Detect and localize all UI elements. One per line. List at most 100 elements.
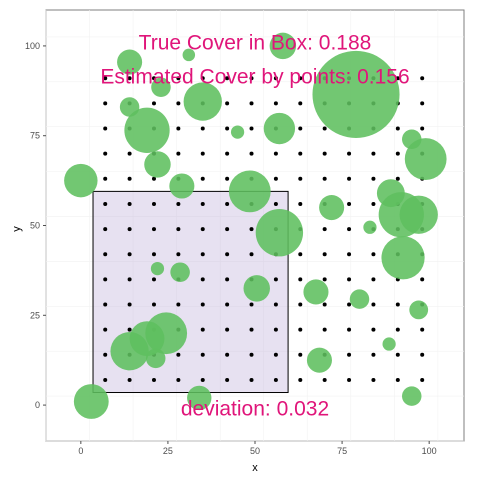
sample-point bbox=[395, 302, 400, 307]
sample-point bbox=[322, 126, 327, 131]
cover-circle bbox=[382, 337, 396, 351]
sample-point bbox=[225, 201, 230, 206]
sample-point bbox=[103, 151, 108, 156]
x-tick-label: 75 bbox=[337, 446, 347, 456]
sample-point bbox=[249, 76, 254, 81]
cover-circle bbox=[312, 50, 400, 138]
sample-point bbox=[127, 176, 132, 181]
sample-point bbox=[395, 151, 400, 156]
sample-point bbox=[420, 101, 425, 106]
sample-point bbox=[298, 377, 303, 382]
sample-point bbox=[322, 327, 327, 332]
sample-point bbox=[249, 377, 254, 382]
cover-circle bbox=[319, 195, 345, 221]
sample-point bbox=[127, 302, 132, 307]
cover-circle bbox=[243, 275, 270, 302]
sample-point bbox=[200, 377, 205, 382]
annotation-text: True Cover in Box: 0.188 bbox=[139, 31, 372, 54]
sample-point bbox=[420, 76, 425, 81]
y-tick-label: 50 bbox=[30, 221, 40, 231]
sample-point bbox=[127, 76, 132, 81]
sample-point bbox=[176, 377, 181, 382]
sample-point bbox=[127, 252, 132, 257]
sample-point bbox=[225, 352, 230, 357]
y-axis: 0 25 50 75 100 bbox=[25, 41, 46, 410]
sample-point bbox=[273, 377, 278, 382]
sample-point bbox=[347, 302, 352, 307]
sample-point bbox=[176, 76, 181, 81]
sample-point bbox=[395, 327, 400, 332]
sample-point bbox=[298, 252, 303, 257]
sample-point bbox=[176, 151, 181, 156]
sample-point bbox=[200, 352, 205, 357]
sample-point bbox=[103, 176, 108, 181]
cover-circle bbox=[119, 97, 140, 117]
sample-point bbox=[225, 76, 230, 81]
cover-circle bbox=[145, 348, 166, 369]
annotation-text: Estimated Cover by points: 0.156 bbox=[100, 65, 409, 88]
sample-point bbox=[273, 302, 278, 307]
sample-point bbox=[298, 277, 303, 282]
sample-point bbox=[347, 176, 352, 181]
sample-point bbox=[298, 151, 303, 156]
sample-point bbox=[371, 201, 376, 206]
cover-circle bbox=[409, 300, 429, 320]
sample-point bbox=[298, 327, 303, 332]
y-tick-label: 75 bbox=[30, 131, 40, 141]
annotation-text: deviation: 0.032 bbox=[181, 398, 329, 421]
sample-point bbox=[151, 302, 156, 307]
sample-point bbox=[151, 101, 156, 106]
sample-point bbox=[347, 227, 352, 232]
cover-circle bbox=[269, 32, 297, 60]
sample-point bbox=[103, 252, 108, 257]
sample-point bbox=[200, 252, 205, 257]
cover-circle bbox=[110, 332, 149, 371]
sample-point bbox=[273, 101, 278, 106]
cover-circle bbox=[306, 347, 332, 373]
sample-point bbox=[322, 151, 327, 156]
sample-point bbox=[151, 76, 156, 81]
sample-point bbox=[273, 327, 278, 332]
sample-point bbox=[322, 277, 327, 282]
sample-point bbox=[420, 327, 425, 332]
sample-point bbox=[420, 352, 425, 357]
sample-point bbox=[420, 277, 425, 282]
cover-circle bbox=[183, 82, 222, 121]
sample-point bbox=[371, 327, 376, 332]
sample-point bbox=[127, 227, 132, 232]
sample-point bbox=[176, 302, 181, 307]
sample-point bbox=[371, 151, 376, 156]
sample-point bbox=[322, 176, 327, 181]
sample-point bbox=[225, 151, 230, 156]
sample-point bbox=[225, 126, 230, 131]
sample-point bbox=[127, 151, 132, 156]
sample-point bbox=[103, 227, 108, 232]
cover-circle bbox=[228, 170, 271, 213]
sample-point bbox=[225, 101, 230, 106]
sample-point bbox=[298, 76, 303, 81]
sample-point bbox=[127, 377, 132, 382]
sample-point bbox=[249, 126, 254, 131]
sample-point bbox=[298, 126, 303, 131]
sample-point bbox=[176, 352, 181, 357]
cover-circle bbox=[117, 49, 143, 75]
sample-point bbox=[176, 252, 181, 257]
sample-point bbox=[127, 277, 132, 282]
cover-circle bbox=[124, 107, 170, 153]
sample-point bbox=[420, 126, 425, 131]
y-tick-label: 100 bbox=[25, 41, 40, 51]
sample-point bbox=[225, 377, 230, 382]
sample-point bbox=[322, 377, 327, 382]
sample-point bbox=[127, 327, 132, 332]
sample-point bbox=[151, 252, 156, 257]
sample-point bbox=[103, 352, 108, 357]
cover-circle bbox=[401, 386, 422, 406]
sample-point bbox=[151, 277, 156, 282]
sample-point bbox=[200, 76, 205, 81]
sample-point bbox=[371, 352, 376, 357]
cover-circle bbox=[73, 384, 109, 419]
cover-circle bbox=[230, 125, 245, 139]
cover-circle bbox=[363, 220, 377, 234]
y-tick-label: 25 bbox=[30, 310, 40, 320]
sample-point bbox=[298, 176, 303, 181]
